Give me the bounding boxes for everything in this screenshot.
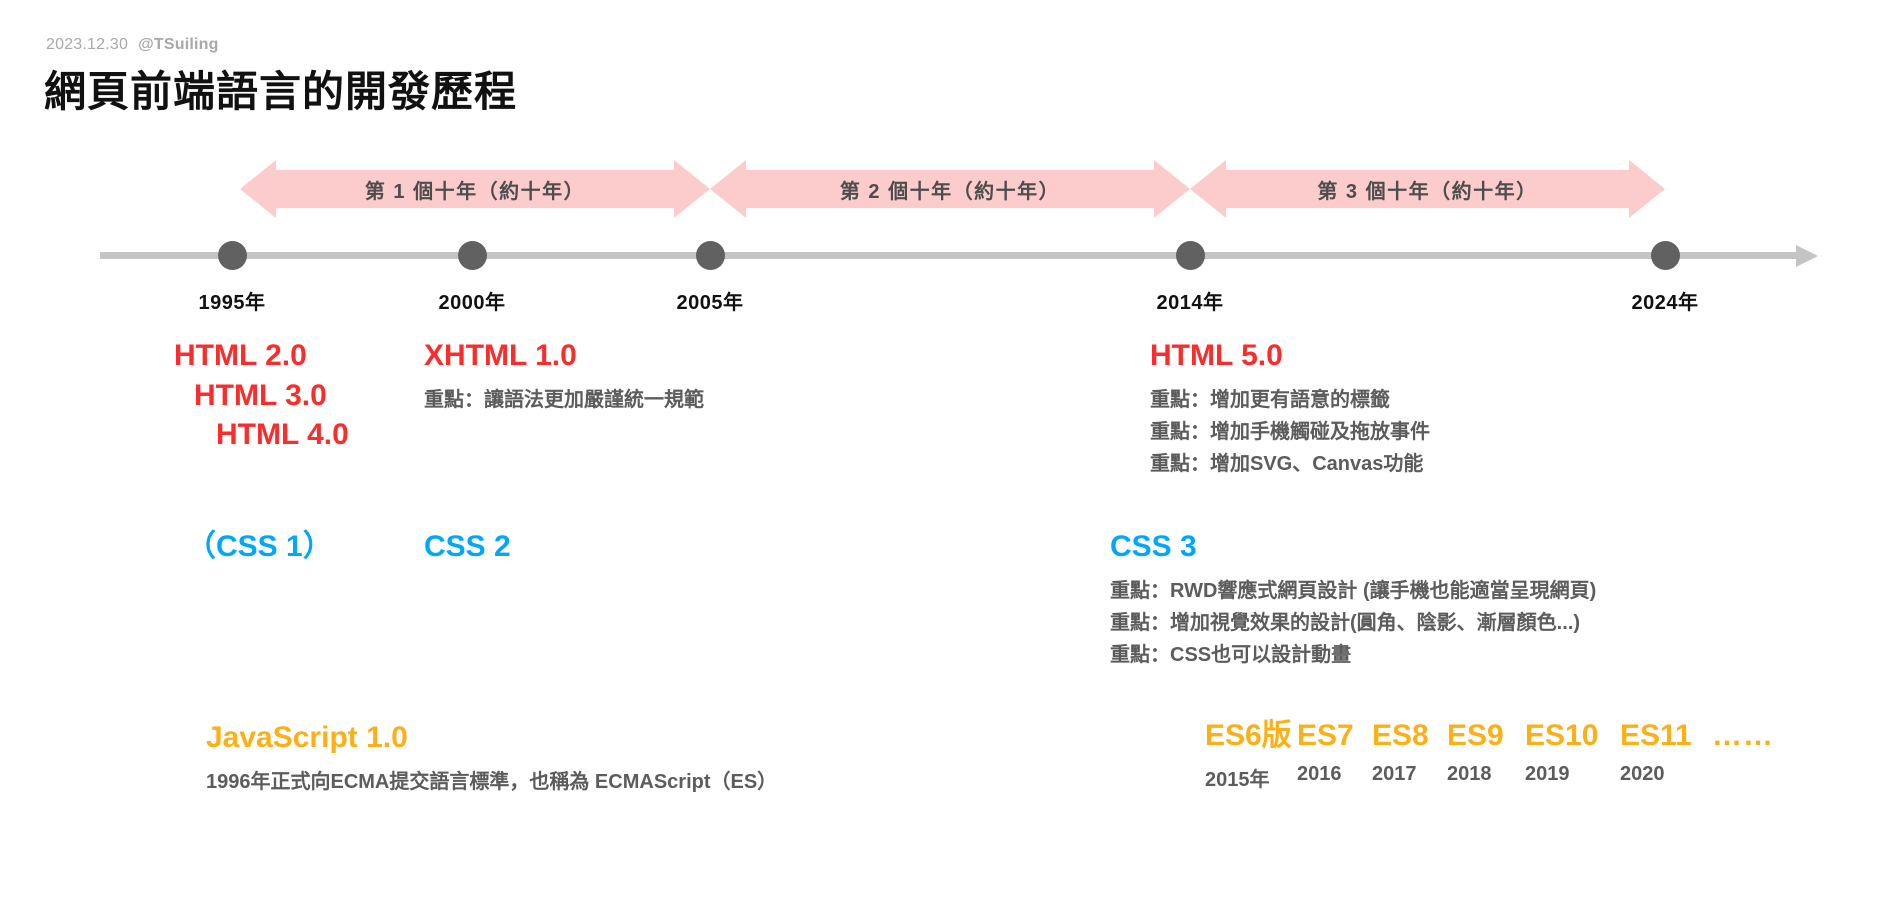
timeline-year-2014: 2014年 xyxy=(1156,292,1224,314)
es-version-year: 2015年 xyxy=(1205,769,1270,791)
html-version-2: HTML 2.0 xyxy=(174,339,307,372)
html5-block: HTML 5.0 重點：增加更有語意的標籤 重點：增加手機觸碰及拖放事件 重點：… xyxy=(1150,336,1430,481)
javascript-note: 1996年正式向ECMA提交語言標準，也稱為 ECMAScript（ES） xyxy=(206,770,778,793)
es-ellipsis-item: …… xyxy=(1712,718,1774,754)
javascript-title: JavaScript 1.0 xyxy=(206,721,408,754)
es-version-year: 2019 xyxy=(1525,763,1570,785)
es-version-name: ES11 xyxy=(1620,719,1692,752)
es-version-year: 2016 xyxy=(1297,763,1342,785)
css2-block: CSS 2 xyxy=(424,527,511,567)
es-version-item: ES9 2018 xyxy=(1447,718,1525,786)
decade-arrow-3-label: 第 3 個十年（約十年） xyxy=(1317,180,1538,203)
html-early-versions: HTML 2.0 HTML 3.0 HTML 4.0 xyxy=(174,336,349,455)
decade-arrow-row: 第 1 個十年（約十年） 第 2 個十年（約十年） 第 3 個十年（約十年） xyxy=(0,160,1900,218)
html5-note-3: 重點：增加SVG、Canvas功能 xyxy=(1150,453,1424,476)
timeline-dot-2005 xyxy=(695,241,725,270)
xhtml-block: XHTML 1.0 重點：讓語法更加嚴謹統一規範 xyxy=(424,336,704,416)
es-version-name: ES8 xyxy=(1372,719,1429,752)
css2-title: CSS 2 xyxy=(424,530,511,563)
timeline-dot-2014 xyxy=(1175,241,1205,270)
es-version-item: ES7 2016 xyxy=(1297,718,1372,786)
timeline-dot-2000 xyxy=(457,241,487,270)
es-versions-row: ES6版 2015年 ES7 2016 ES8 2017 ES9 2018 ES… xyxy=(1205,718,1774,792)
byline-handle: @TSuiling xyxy=(138,36,219,53)
es-version-year: 2018 xyxy=(1447,763,1492,785)
html5-note-1: 重點：增加更有語意的標籤 xyxy=(1150,388,1390,411)
xhtml-note-1: 重點：讓語法更加嚴謹統一規範 xyxy=(424,388,704,411)
es-version-name: ES9 xyxy=(1447,719,1504,752)
xhtml-title: XHTML 1.0 xyxy=(424,339,577,372)
timeline-year-2000: 2000年 xyxy=(438,292,506,314)
decade-arrow-1-label: 第 1 個十年（約十年） xyxy=(364,180,586,203)
javascript-block: JavaScript 1.0 1996年正式向ECMA提交語言標準，也稱為 EC… xyxy=(206,718,777,798)
es-version-name: ES7 xyxy=(1297,719,1354,752)
css3-note-2: 重點：增加視覺效果的設計(圓角、陰影、漸層顏色...) xyxy=(1110,611,1580,634)
es-version-item: ES11 2020 xyxy=(1620,718,1712,786)
html5-title: HTML 5.0 xyxy=(1150,339,1283,372)
es-version-year: 2017 xyxy=(1372,763,1417,785)
css3-block: CSS 3 重點：RWD響應式網頁設計 (讓手機也能適當呈現網頁) 重點：增加視… xyxy=(1110,527,1596,672)
decade-arrow-3: 第 3 個十年（約十年） xyxy=(1190,160,1665,218)
es-version-name: ES6版 xyxy=(1205,719,1292,752)
html-version-4: HTML 4.0 xyxy=(216,418,349,452)
html-version-3: HTML 3.0 xyxy=(194,378,327,412)
es-version-item: ES8 2017 xyxy=(1372,718,1447,786)
byline: 2023.12.30 @TSuiling xyxy=(46,36,219,54)
es-version-item: ES10 2019 xyxy=(1525,718,1620,786)
page-title: 網頁前端語言的開發歷程 xyxy=(44,68,518,115)
timeline-axis-line xyxy=(100,252,1800,259)
decade-arrow-2-label: 第 2 個十年（約十年） xyxy=(839,180,1061,203)
css3-note-1: 重點：RWD響應式網頁設計 (讓手機也能適當呈現網頁) xyxy=(1110,579,1597,602)
timeline-dot-1995 xyxy=(217,241,247,270)
html5-note-2: 重點：增加手機觸碰及拖放事件 xyxy=(1150,420,1430,443)
timeline-year-2005: 2005年 xyxy=(676,292,744,314)
css3-note-3: 重點：CSS也可以設計動畫 xyxy=(1110,644,1352,667)
es-version-item: ES6版 2015年 xyxy=(1205,718,1297,792)
es-version-name: ES10 xyxy=(1525,719,1599,752)
css3-title: CSS 3 xyxy=(1110,530,1197,563)
css1-title: （CSS 1） xyxy=(186,530,333,563)
css1-block: （CSS 1） xyxy=(186,527,333,567)
es-version-year: 2020 xyxy=(1620,763,1665,785)
es-ellipsis: …… xyxy=(1712,719,1774,752)
byline-date: 2023.12.30 xyxy=(46,36,129,53)
timeline-arrowhead-icon xyxy=(1796,245,1818,267)
timeline-axis: 1995年 2000年 2005年 2014年 2024年 xyxy=(0,236,1900,314)
timeline-year-2024: 2024年 xyxy=(1631,292,1699,314)
timeline-dot-2024 xyxy=(1650,241,1680,270)
decade-arrow-2: 第 2 個十年（約十年） xyxy=(710,160,1190,218)
decade-arrow-1: 第 1 個十年（約十年） xyxy=(240,160,710,218)
timeline-year-1995: 1995年 xyxy=(198,292,266,314)
